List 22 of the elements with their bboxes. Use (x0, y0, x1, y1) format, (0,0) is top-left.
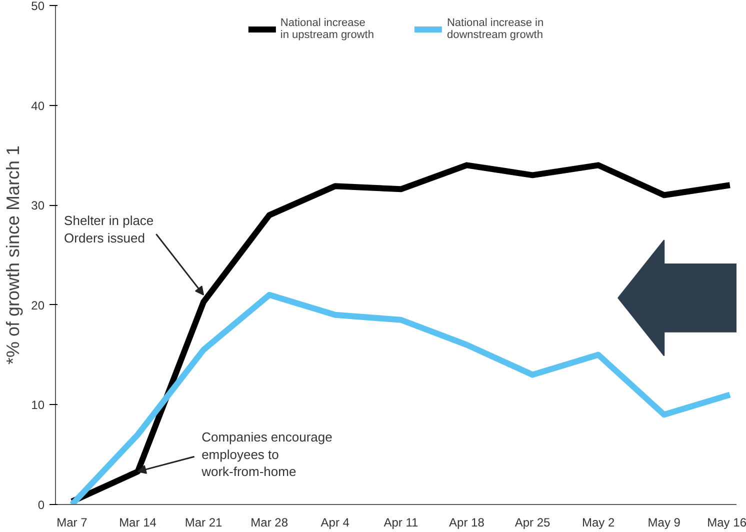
y-tick-label: 20 (31, 298, 45, 312)
y-tick-label: 50 (31, 0, 45, 13)
y-tick-label: 10 (31, 398, 45, 412)
x-tick-label: Mar 14 (119, 516, 157, 530)
y-tick-label: 30 (31, 198, 45, 213)
x-tick-label: Apr 25 (514, 516, 551, 530)
x-tick-label: Mar 28 (250, 516, 288, 530)
x-tick-label: Apr 4 (320, 516, 350, 530)
y-axis-title: *% of growth since March 1 (3, 145, 24, 365)
x-tick-label: Mar 21 (184, 516, 223, 530)
annotation: Companies encourage employees to work-from-home (200, 430, 332, 480)
x-tick-label: Apr 18 (449, 516, 485, 530)
x-tick-label: May 9 (648, 516, 681, 530)
x-tick-label: Mar 7 (56, 516, 88, 530)
x-tick-label: May 16 (707, 516, 746, 530)
legend-label: National increase in upstream growth (280, 17, 374, 41)
y-tick-label: 40 (31, 98, 45, 113)
y-tick-label: 0 (38, 498, 45, 512)
x-tick-label: May 2 (582, 516, 615, 530)
x-tick-label: Apr 11 (384, 516, 418, 530)
annotation: Shelter in place Orders issued (64, 213, 154, 246)
legend-label: National increase in downstream growth (446, 17, 544, 41)
